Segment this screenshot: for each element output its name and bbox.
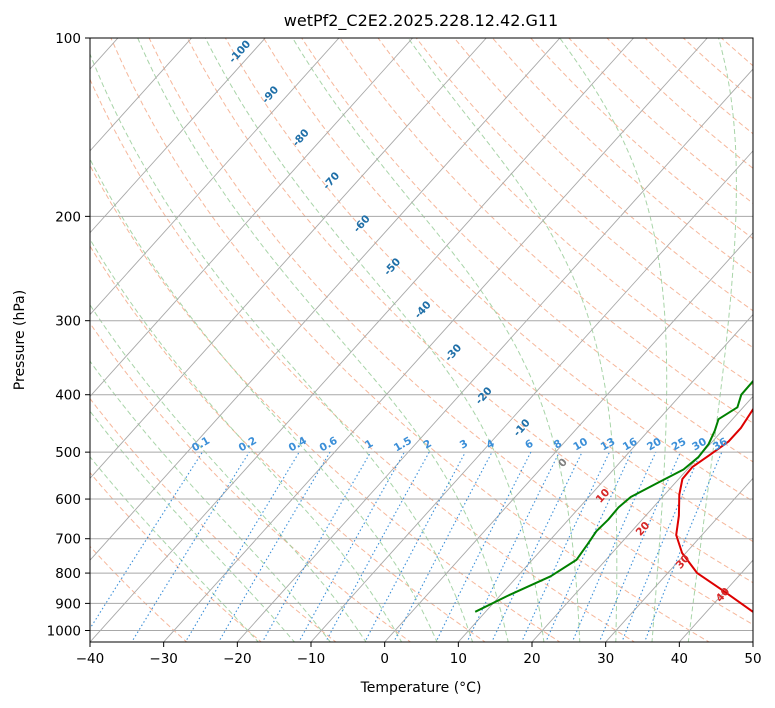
moist-adiabat xyxy=(407,38,618,642)
skewed-isotherms xyxy=(90,38,753,642)
plot-background xyxy=(90,38,753,642)
dewpoint-profile xyxy=(474,379,753,613)
y-tick-label: 500 xyxy=(55,445,81,461)
mixing-ratio-lines xyxy=(90,451,723,642)
mixing-ratio-line xyxy=(131,451,250,642)
x-tick-label: 50 xyxy=(744,651,761,667)
isotherm-line xyxy=(90,38,192,152)
x-tick-label: 10 xyxy=(450,651,467,667)
grid-lines xyxy=(90,38,753,631)
plot-frame xyxy=(89,37,754,643)
y-axis-label: Pressure (hPa) xyxy=(12,290,28,390)
moist-adiabat xyxy=(292,38,581,642)
moist-adiabat xyxy=(90,410,296,642)
moist-adiabat xyxy=(90,238,403,642)
dry-adiabat xyxy=(415,38,753,349)
isotherm-line xyxy=(163,38,708,642)
axis-ticks: −40 −30 −20 −10 0 10 20 30 40 50 1000 900 800 700 600 5… xyxy=(47,31,762,667)
mixing-ratio-line xyxy=(598,451,682,642)
x-tick-label: −20 xyxy=(223,651,252,667)
y-tick-label: 1000 xyxy=(47,624,81,640)
dry-adiabat xyxy=(90,78,636,642)
sounding-profiles xyxy=(474,379,753,613)
moist-adiabat xyxy=(90,303,367,642)
mixing-ratio-line xyxy=(325,451,430,642)
y-tick-label: 700 xyxy=(55,532,81,548)
mixing-ratio-line xyxy=(644,451,723,642)
dry-adiabat xyxy=(263,38,753,502)
mixing-ratio-line xyxy=(435,451,532,642)
y-tick-label: 200 xyxy=(55,209,81,225)
mixing-ratio-line xyxy=(545,451,633,642)
moist-adiabat xyxy=(559,38,668,642)
dry-adiabat xyxy=(186,38,753,584)
mixing-ratio-line xyxy=(364,451,466,642)
x-axis-label: Temperature (°C) xyxy=(360,680,482,696)
isotherm-line xyxy=(531,395,753,642)
x-tick-label: −30 xyxy=(149,651,178,667)
x-tick-label: 0 xyxy=(380,651,389,667)
isotherm-line xyxy=(310,150,753,642)
isotherm-line xyxy=(90,38,561,561)
isotherm-line xyxy=(90,38,634,642)
temperature-profile xyxy=(675,407,753,613)
chart-title: wetPf2_C2E2.2025.228.12.42.G11 xyxy=(284,11,558,31)
isotherm-line xyxy=(752,641,753,642)
mixing-ratio-line xyxy=(621,451,702,642)
y-tick-label: 600 xyxy=(55,492,81,508)
isotherm-line xyxy=(90,38,487,479)
mixing-ratio-line xyxy=(90,451,203,630)
isotherm-line xyxy=(90,38,413,398)
isotherm-line xyxy=(384,232,753,642)
moist-adiabat xyxy=(90,456,259,642)
dry-adiabat xyxy=(110,38,710,642)
isotherm-line xyxy=(236,68,753,642)
dry-adiabat xyxy=(339,38,753,424)
isotherm-line xyxy=(90,38,340,316)
isotherm-line xyxy=(90,38,266,234)
moist-adiabat xyxy=(90,157,438,642)
dry-adiabat xyxy=(90,471,263,642)
y-tick-label: 400 xyxy=(55,388,81,404)
y-tick-label: 100 xyxy=(55,31,81,47)
mixing-ratio-line xyxy=(571,451,657,642)
isotherm-line xyxy=(605,477,753,642)
x-tick-label: 40 xyxy=(671,651,688,667)
dry-adiabat xyxy=(90,245,486,642)
x-tick-label: 20 xyxy=(523,651,540,667)
x-tick-label: −10 xyxy=(297,651,326,667)
x-tick-label: 30 xyxy=(597,651,614,667)
moist-adiabat xyxy=(687,38,737,642)
x-tick-label: −40 xyxy=(76,651,105,667)
dry-adiabat xyxy=(148,38,753,626)
moist-adiabat xyxy=(204,38,545,642)
y-tick-label: 900 xyxy=(55,596,81,612)
moist-adiabat xyxy=(90,52,474,642)
adiabat-lines xyxy=(90,38,753,642)
dry-adiabat xyxy=(453,38,753,312)
y-tick-label: 300 xyxy=(55,314,81,330)
y-tick-label: 800 xyxy=(55,566,81,582)
mixing-ratio-line xyxy=(298,451,405,642)
isotherm-line xyxy=(457,313,753,642)
